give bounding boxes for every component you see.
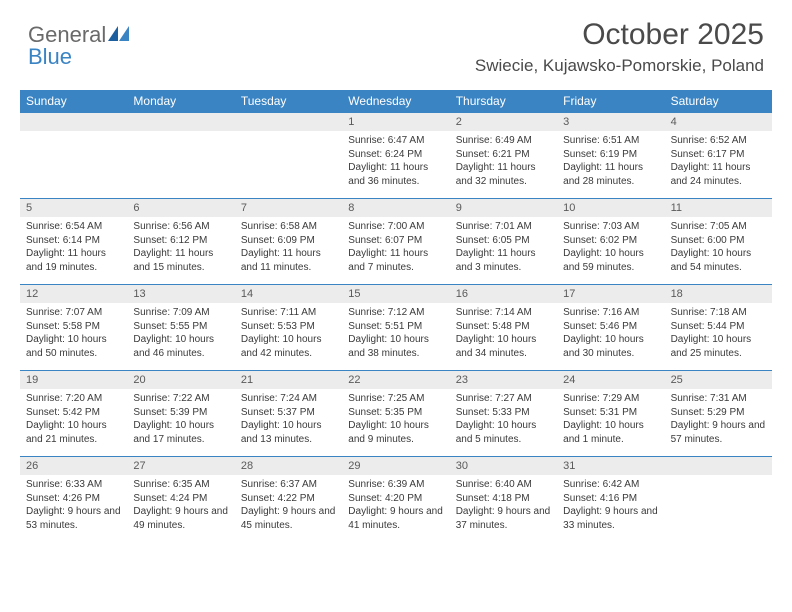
day-number: 24 xyxy=(557,370,664,389)
weekday-header: Friday xyxy=(557,90,664,112)
weekday-header: Saturday xyxy=(665,90,772,112)
day-details: Sunrise: 6:47 AM Sunset: 6:24 PM Dayligh… xyxy=(342,131,449,198)
day-details: Sunrise: 7:09 AM Sunset: 5:55 PM Dayligh… xyxy=(127,303,234,370)
day-details: Sunrise: 7:05 AM Sunset: 6:00 PM Dayligh… xyxy=(665,217,772,284)
day-details xyxy=(235,131,342,198)
day-number: 4 xyxy=(665,112,772,131)
day-details: Sunrise: 7:11 AM Sunset: 5:53 PM Dayligh… xyxy=(235,303,342,370)
day-number: 7 xyxy=(235,198,342,217)
details-row: Sunrise: 7:07 AM Sunset: 5:58 PM Dayligh… xyxy=(20,303,772,370)
day-details: Sunrise: 6:35 AM Sunset: 4:24 PM Dayligh… xyxy=(127,475,234,542)
day-number xyxy=(235,112,342,131)
weekday-header: Thursday xyxy=(450,90,557,112)
details-row: Sunrise: 7:20 AM Sunset: 5:42 PM Dayligh… xyxy=(20,389,772,456)
day-number: 22 xyxy=(342,370,449,389)
day-number xyxy=(20,112,127,131)
day-number: 6 xyxy=(127,198,234,217)
details-row: Sunrise: 6:33 AM Sunset: 4:26 PM Dayligh… xyxy=(20,475,772,542)
day-details: Sunrise: 6:33 AM Sunset: 4:26 PM Dayligh… xyxy=(20,475,127,542)
day-details: Sunrise: 7:00 AM Sunset: 6:07 PM Dayligh… xyxy=(342,217,449,284)
day-number: 8 xyxy=(342,198,449,217)
day-number: 1 xyxy=(342,112,449,131)
day-details: Sunrise: 7:27 AM Sunset: 5:33 PM Dayligh… xyxy=(450,389,557,456)
day-number: 16 xyxy=(450,284,557,303)
weekday-header: Wednesday xyxy=(342,90,449,112)
day-details: Sunrise: 7:14 AM Sunset: 5:48 PM Dayligh… xyxy=(450,303,557,370)
day-number: 20 xyxy=(127,370,234,389)
day-number: 15 xyxy=(342,284,449,303)
day-number: 26 xyxy=(20,456,127,475)
page-title: October 2025 xyxy=(475,18,764,52)
day-details: Sunrise: 7:20 AM Sunset: 5:42 PM Dayligh… xyxy=(20,389,127,456)
day-number: 25 xyxy=(665,370,772,389)
day-details: Sunrise: 7:07 AM Sunset: 5:58 PM Dayligh… xyxy=(20,303,127,370)
logo: General Blue xyxy=(28,18,130,69)
day-number: 29 xyxy=(342,456,449,475)
day-number xyxy=(127,112,234,131)
details-row: Sunrise: 6:54 AM Sunset: 6:14 PM Dayligh… xyxy=(20,217,772,284)
weekday-header: Monday xyxy=(127,90,234,112)
details-row: Sunrise: 6:47 AM Sunset: 6:24 PM Dayligh… xyxy=(20,131,772,198)
day-number xyxy=(665,456,772,475)
logo-sail-icon xyxy=(108,26,130,42)
day-details: Sunrise: 6:52 AM Sunset: 6:17 PM Dayligh… xyxy=(665,131,772,198)
day-details: Sunrise: 6:51 AM Sunset: 6:19 PM Dayligh… xyxy=(557,131,664,198)
day-details xyxy=(20,131,127,198)
day-number: 2 xyxy=(450,112,557,131)
day-number: 19 xyxy=(20,370,127,389)
weekday-header: Tuesday xyxy=(235,90,342,112)
day-number: 18 xyxy=(665,284,772,303)
header: General Blue October 2025 Swiecie, Kujaw… xyxy=(0,0,792,82)
day-details: Sunrise: 7:01 AM Sunset: 6:05 PM Dayligh… xyxy=(450,217,557,284)
day-number: 3 xyxy=(557,112,664,131)
daynum-row: 1234 xyxy=(20,112,772,131)
day-details: Sunrise: 7:29 AM Sunset: 5:31 PM Dayligh… xyxy=(557,389,664,456)
day-number: 11 xyxy=(665,198,772,217)
day-details xyxy=(127,131,234,198)
title-block: October 2025 Swiecie, Kujawsko-Pomorskie… xyxy=(475,18,764,76)
day-number: 30 xyxy=(450,456,557,475)
day-number: 9 xyxy=(450,198,557,217)
day-details: Sunrise: 6:37 AM Sunset: 4:22 PM Dayligh… xyxy=(235,475,342,542)
day-details: Sunrise: 7:03 AM Sunset: 6:02 PM Dayligh… xyxy=(557,217,664,284)
day-details: Sunrise: 6:42 AM Sunset: 4:16 PM Dayligh… xyxy=(557,475,664,542)
day-details: Sunrise: 6:49 AM Sunset: 6:21 PM Dayligh… xyxy=(450,131,557,198)
day-details: Sunrise: 6:56 AM Sunset: 6:12 PM Dayligh… xyxy=(127,217,234,284)
day-details: Sunrise: 7:16 AM Sunset: 5:46 PM Dayligh… xyxy=(557,303,664,370)
day-number: 10 xyxy=(557,198,664,217)
daynum-row: 19202122232425 xyxy=(20,370,772,389)
logo-word2: Blue xyxy=(28,44,72,69)
day-details: Sunrise: 6:54 AM Sunset: 6:14 PM Dayligh… xyxy=(20,217,127,284)
day-number: 17 xyxy=(557,284,664,303)
logo-word1: General xyxy=(28,24,106,46)
weekday-header: Sunday xyxy=(20,90,127,112)
day-number: 23 xyxy=(450,370,557,389)
day-details: Sunrise: 6:39 AM Sunset: 4:20 PM Dayligh… xyxy=(342,475,449,542)
calendar: Sunday Monday Tuesday Wednesday Thursday… xyxy=(20,90,772,542)
day-details: Sunrise: 7:18 AM Sunset: 5:44 PM Dayligh… xyxy=(665,303,772,370)
day-number: 28 xyxy=(235,456,342,475)
day-number: 31 xyxy=(557,456,664,475)
daynum-row: 12131415161718 xyxy=(20,284,772,303)
day-details: Sunrise: 7:22 AM Sunset: 5:39 PM Dayligh… xyxy=(127,389,234,456)
day-number: 5 xyxy=(20,198,127,217)
daynum-row: 262728293031 xyxy=(20,456,772,475)
day-details: Sunrise: 6:40 AM Sunset: 4:18 PM Dayligh… xyxy=(450,475,557,542)
day-details: Sunrise: 7:25 AM Sunset: 5:35 PM Dayligh… xyxy=(342,389,449,456)
day-details: Sunrise: 6:58 AM Sunset: 6:09 PM Dayligh… xyxy=(235,217,342,284)
location-text: Swiecie, Kujawsko-Pomorskie, Poland xyxy=(475,56,764,76)
day-details: Sunrise: 7:31 AM Sunset: 5:29 PM Dayligh… xyxy=(665,389,772,456)
weekday-header-row: Sunday Monday Tuesday Wednesday Thursday… xyxy=(20,90,772,112)
day-details xyxy=(665,475,772,542)
day-number: 13 xyxy=(127,284,234,303)
day-number: 12 xyxy=(20,284,127,303)
day-number: 21 xyxy=(235,370,342,389)
day-details: Sunrise: 7:24 AM Sunset: 5:37 PM Dayligh… xyxy=(235,389,342,456)
day-details: Sunrise: 7:12 AM Sunset: 5:51 PM Dayligh… xyxy=(342,303,449,370)
day-number: 14 xyxy=(235,284,342,303)
daynum-row: 567891011 xyxy=(20,198,772,217)
day-number: 27 xyxy=(127,456,234,475)
